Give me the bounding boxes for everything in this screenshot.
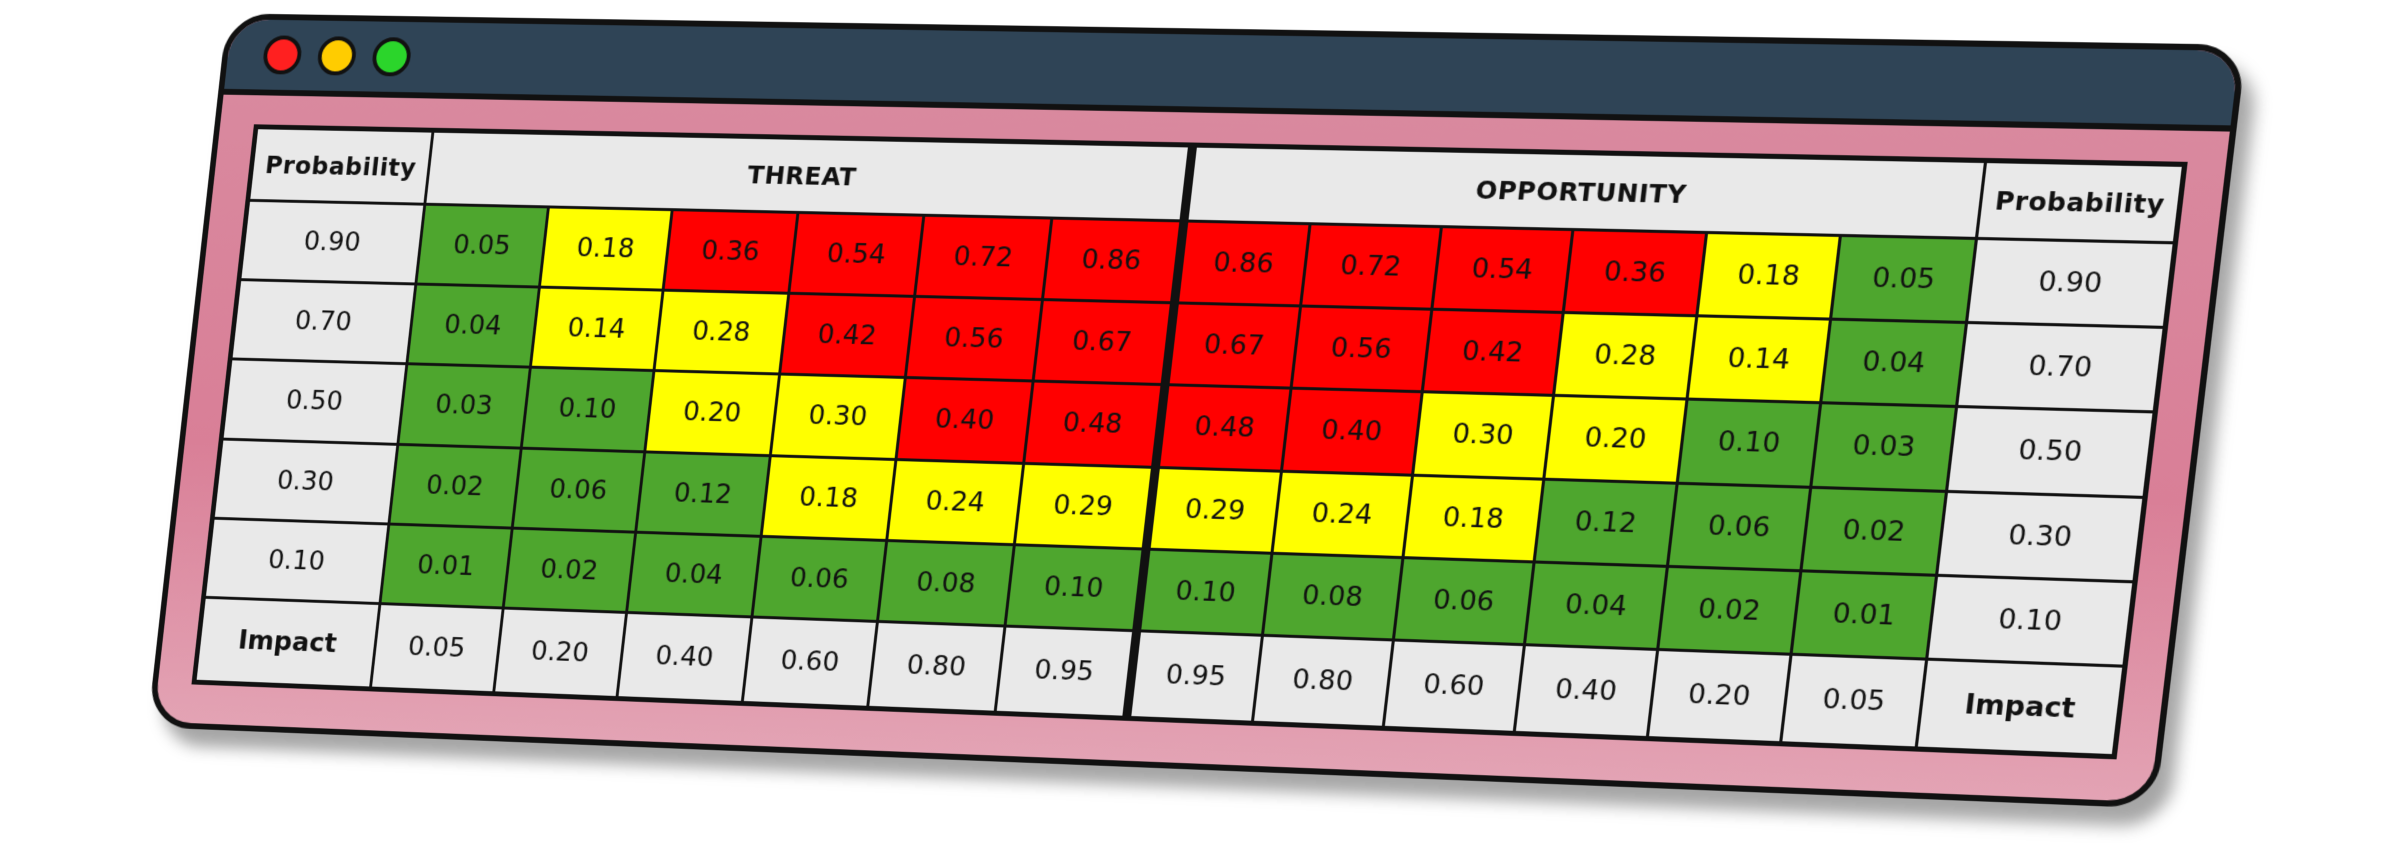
opportunity-cell: 0.04	[1526, 563, 1665, 648]
opportunity-impact-value: 0.60	[1385, 642, 1523, 731]
opportunity-cell: 0.30	[1414, 394, 1552, 478]
probability-value-right: 0.70	[1958, 324, 2162, 410]
threat-cell: 0.20	[647, 372, 778, 453]
opportunity-cell: 0.01	[1793, 572, 1935, 657]
threat-cell: 0.04	[408, 286, 537, 366]
opportunity-cell: 0.18	[1404, 476, 1542, 560]
opportunity-cell: 0.18	[1698, 234, 1839, 318]
window-frame: Probability THREAT OPPORTUNITY Probabili…	[147, 13, 2246, 808]
opportunity-cell: 0.02	[1659, 568, 1799, 653]
opportunity-cell: 0.02	[1803, 488, 1945, 573]
threat-impact-value: 0.80	[870, 623, 1004, 711]
threat-impact-value: 0.20	[495, 609, 625, 696]
threat-cell: 0.06	[753, 538, 885, 620]
risk-matrix-table: Probability THREAT OPPORTUNITY Probabili…	[191, 124, 2187, 759]
probability-value-right: 0.10	[1928, 577, 2132, 665]
opportunity-impact-value: 0.95	[1125, 632, 1261, 720]
probability-header-right: Probability	[1978, 163, 2182, 241]
threat-cell: 0.40	[898, 379, 1031, 461]
opportunity-cell: 0.05	[1833, 237, 1975, 321]
minimize-window-button[interactable]	[316, 36, 358, 75]
probability-header-left: Probability	[250, 129, 431, 202]
threat-cell: 0.01	[382, 525, 511, 606]
opportunity-cell: 0.86	[1173, 222, 1309, 304]
threat-impact-value: 0.05	[372, 605, 501, 691]
probability-value-left: 0.70	[233, 281, 415, 362]
probability-value-right: 0.50	[1948, 408, 2152, 495]
threat-cell: 0.18	[763, 457, 895, 539]
opportunity-cell: 0.03	[1813, 405, 1955, 490]
probability-value-left: 0.50	[224, 361, 406, 443]
threat-cell: 0.36	[665, 211, 796, 292]
opportunity-cell: 0.40	[1283, 390, 1420, 473]
close-window-button[interactable]	[261, 35, 303, 74]
impact-label-right: Impact	[1918, 661, 2122, 754]
threat-cell: 0.67	[1035, 301, 1170, 383]
threat-cell: 0.86	[1044, 220, 1179, 302]
opportunity-cell: 0.42	[1424, 311, 1562, 394]
opportunity-cell: 0.12	[1536, 480, 1675, 564]
threat-cell: 0.12	[637, 453, 768, 535]
threat-cell: 0.03	[399, 366, 528, 447]
threat-cell: 0.06	[513, 449, 643, 530]
opportunity-cell: 0.28	[1555, 314, 1694, 398]
title-bar	[224, 19, 2240, 131]
opportunity-impact-value: 0.20	[1649, 651, 1790, 741]
threat-cell: 0.18	[541, 208, 671, 288]
opportunity-cell: 0.08	[1264, 555, 1401, 639]
probability-value-right: 0.30	[1938, 493, 2142, 580]
maximize-window-button[interactable]	[371, 37, 413, 77]
opportunity-cell: 0.20	[1546, 397, 1685, 481]
threat-header: THREAT	[426, 133, 1187, 220]
opportunity-cell: 0.04	[1823, 321, 1965, 405]
opportunity-cell: 0.48	[1154, 386, 1290, 469]
threat-cell: 0.10	[522, 369, 652, 450]
threat-cell: 0.02	[390, 445, 519, 526]
threat-cell: 0.05	[417, 206, 546, 286]
threat-cell: 0.72	[917, 217, 1051, 298]
opportunity-impact-value: 0.05	[1783, 656, 1925, 747]
probability-value-left: 0.10	[206, 519, 387, 602]
opportunity-cell: 0.72	[1302, 225, 1439, 308]
opportunity-header: OPPORTUNITY	[1182, 147, 1984, 236]
threat-cell: 0.02	[504, 529, 634, 611]
opportunity-cell: 0.10	[1679, 401, 1820, 485]
threat-cell: 0.54	[790, 214, 922, 295]
threat-cell: 0.29	[1016, 465, 1150, 548]
opportunity-cell: 0.06	[1669, 484, 1809, 569]
threat-impact-value: 0.60	[744, 618, 877, 705]
opportunity-cell: 0.67	[1163, 304, 1299, 387]
opportunity-impact-value: 0.40	[1516, 646, 1656, 736]
opportunity-cell: 0.10	[1135, 550, 1271, 633]
opportunity-cell: 0.24	[1274, 472, 1411, 555]
threat-cell: 0.10	[1007, 546, 1141, 629]
impact-label-left: Impact	[197, 599, 379, 687]
opportunity-cell: 0.29	[1144, 468, 1280, 551]
opportunity-cell: 0.14	[1689, 318, 1830, 402]
threat-cell: 0.14	[532, 289, 662, 370]
opportunity-impact-value: 0.80	[1254, 637, 1391, 726]
threat-cell: 0.30	[772, 376, 904, 458]
threat-cell: 0.56	[907, 298, 1040, 380]
probability-value-left: 0.30	[215, 440, 396, 522]
threat-cell: 0.04	[628, 534, 759, 616]
threat-cell: 0.08	[879, 542, 1012, 625]
probability-value-left: 0.90	[241, 202, 423, 283]
opportunity-cell: 0.06	[1395, 559, 1533, 643]
app-window: Probability THREAT OPPORTUNITY Probabili…	[147, 13, 2246, 808]
threat-cell: 0.42	[781, 295, 913, 376]
threat-impact-value: 0.40	[619, 614, 750, 701]
threat-cell: 0.28	[656, 292, 787, 373]
opportunity-cell: 0.36	[1565, 231, 1705, 314]
threat-impact-value: 0.95	[997, 628, 1132, 716]
threat-cell: 0.24	[889, 461, 1022, 543]
threat-cell: 0.48	[1025, 383, 1160, 465]
probability-value-right: 0.90	[1968, 240, 2172, 326]
opportunity-cell: 0.54	[1433, 228, 1571, 311]
opportunity-cell: 0.56	[1293, 308, 1430, 391]
